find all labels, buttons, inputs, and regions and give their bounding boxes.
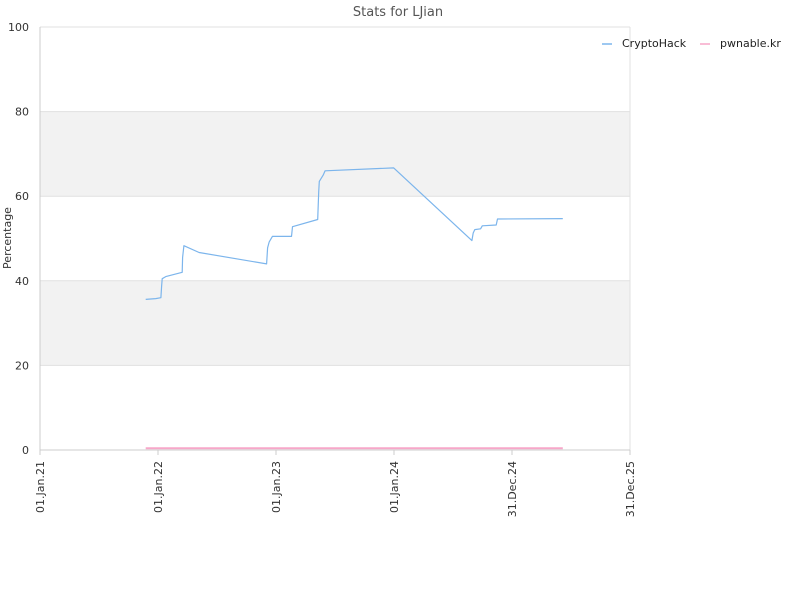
grid-bands <box>40 111 630 366</box>
y-tick-labels: 0 20 40 60 80 100 <box>8 21 29 457</box>
legend-label: pwnable.kr <box>720 37 781 50</box>
axes <box>39 27 631 451</box>
y-tick-label: 40 <box>15 275 29 288</box>
x-tick-label: 01.Jan.23 <box>270 461 283 513</box>
chart-title: Stats for LJian <box>353 5 443 20</box>
series-lines <box>145 167 563 450</box>
legend-item[interactable]: CryptoHack <box>602 37 687 50</box>
x-tick-label: 01.Jan.24 <box>388 461 401 513</box>
series-line-cryptohack <box>145 167 563 300</box>
x-tick-label: 01.Jan.22 <box>152 461 165 513</box>
y-axis-title: Percentage <box>1 207 14 269</box>
grid-lines <box>40 26 630 451</box>
x-tick-label: 31.Dec.25 <box>624 461 637 517</box>
legend-item[interactable]: pwnable.kr <box>700 37 781 50</box>
grid-band <box>40 111 630 197</box>
grid-band <box>40 280 630 366</box>
y-tick-label: 20 <box>15 359 29 372</box>
x-tick-label: 01.Jan.21 <box>34 461 47 513</box>
y-tick-label: 80 <box>15 106 29 119</box>
y-tick-label: 100 <box>8 21 29 34</box>
x-tick-label: 31.Dec.24 <box>506 461 519 517</box>
y-tick-label: 60 <box>15 190 29 203</box>
x-tick-labels: 01.Jan.21 01.Jan.22 01.Jan.23 01.Jan.24 31.D… <box>34 450 637 517</box>
legend-label: CryptoHack <box>622 37 687 50</box>
y-tick-label: 0 <box>22 444 29 457</box>
legend[interactable]: CryptoHack pwnable.kr <box>602 37 781 50</box>
